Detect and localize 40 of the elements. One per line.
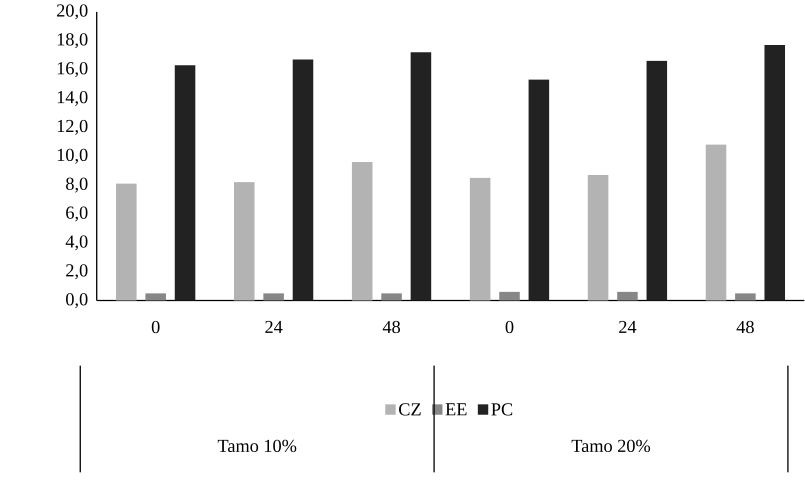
bar [116,184,137,301]
bar [470,178,490,301]
bar [145,293,166,301]
bar [410,52,432,301]
legend-label: PC [491,403,512,416]
text: Tamo 10% [218,440,296,452]
bar [735,293,756,301]
bar [263,293,284,301]
x-tick-label: 48 [382,320,400,334]
bar [352,162,372,301]
y-tick-label: 6,0 [66,206,88,222]
bar [646,61,668,301]
bar [292,60,314,301]
x-tick-label: 24 [619,320,636,334]
bar [528,80,550,301]
y-tick-label: 10,0 [58,148,88,164]
legend-label: CZ [399,403,421,416]
bar [381,293,402,301]
bar [706,144,726,301]
y-tick-label: 16,0 [58,62,88,78]
bar [234,182,255,301]
y-tick-label: 0,0 [66,293,88,308]
bar [499,292,520,301]
x-tick-label: 24 [265,320,282,334]
bar [588,175,608,301]
bar [764,45,786,301]
y-tick-label: 14,0 [58,91,88,106]
y-tick-label: 2,0 [66,264,88,280]
y-tick-label: 4,0 [66,235,88,250]
bar [617,292,638,301]
x-tick-label: 0 [506,320,514,334]
y-tick-label: 12,0 [58,120,88,135]
y-tick-label: 8,0 [66,178,88,193]
y-tick-label: 18,0 [58,33,88,48]
x-tick-label: 48 [736,320,754,334]
legend-label: EE [446,403,466,416]
text: Tamo 20% [572,440,650,452]
x-tick-label: 0 [152,320,160,334]
bar [174,65,196,301]
y-tick-label: 20,0 [57,4,88,20]
